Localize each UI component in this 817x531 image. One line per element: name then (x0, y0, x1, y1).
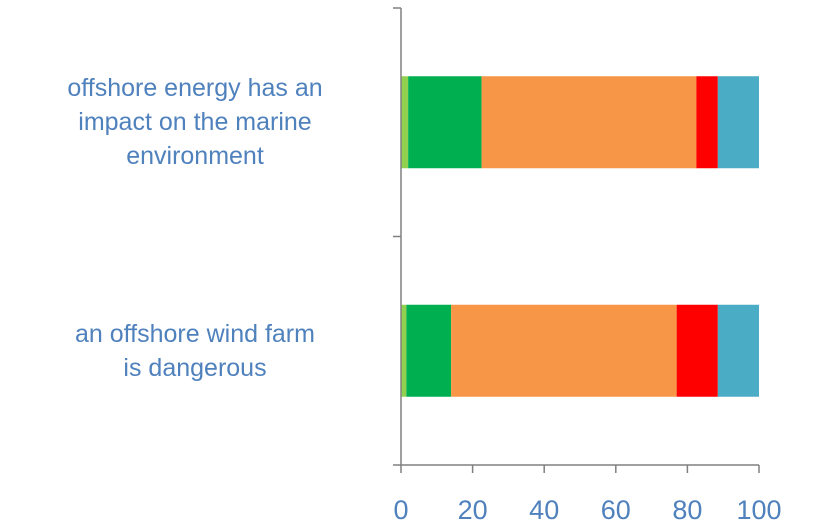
bars-layer (401, 76, 759, 397)
x-tick-label: 0 (393, 495, 408, 525)
category-label-wind-farm-dangerous: an offshore wind farm is dangerous (75, 319, 315, 382)
x-tick-label: 100 (736, 495, 781, 525)
x-tick-label: 60 (601, 495, 631, 525)
bar-segment-cat0-series2 (481, 76, 697, 169)
bar-segment-cat0-series4 (717, 76, 759, 169)
bar-segment-cat1-series2 (451, 304, 677, 397)
bar-segment-cat0-series1 (408, 76, 482, 169)
bar-segment-cat1-series1 (406, 304, 452, 397)
bar-segment-cat1-series4 (717, 304, 759, 397)
x-tick-label: 20 (458, 495, 488, 525)
x-tick-label: 40 (529, 495, 559, 525)
category-label-marine-impact: offshore energy has an impact on the mar… (67, 74, 323, 171)
x-tick-label: 80 (672, 495, 702, 525)
bar-segment-cat0-series3 (696, 76, 718, 169)
bar-segment-cat1-series3 (676, 304, 718, 397)
ticks-layer: 0 20 40 60 80 100 (393, 7, 782, 525)
bar-segment-cat0-series0 (401, 76, 409, 169)
bar-segment-cat1-series0 (401, 304, 407, 397)
